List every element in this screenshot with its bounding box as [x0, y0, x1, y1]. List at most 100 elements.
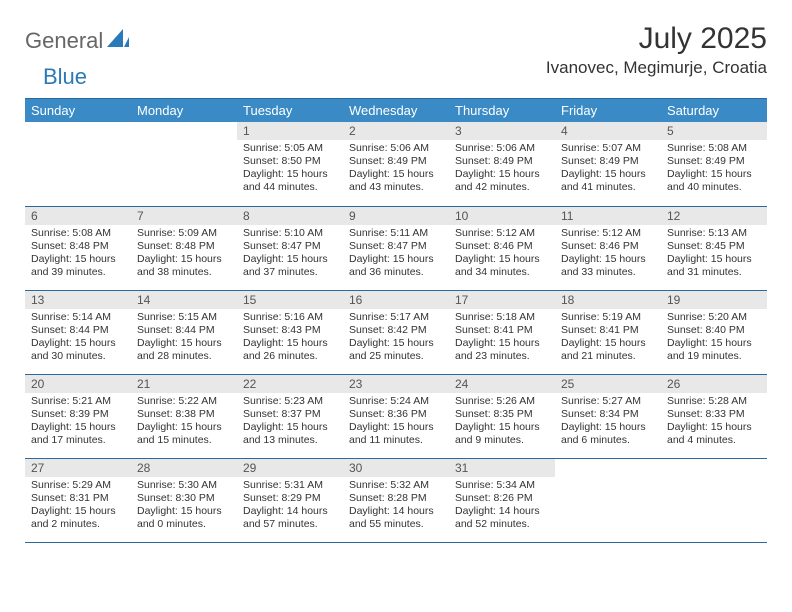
- day-number: 19: [661, 291, 767, 309]
- day-body: Sunrise: 5:14 AMSunset: 8:44 PMDaylight:…: [25, 309, 131, 368]
- day-number: 12: [661, 207, 767, 225]
- day-header: Monday: [131, 99, 237, 123]
- calendar-cell: 16Sunrise: 5:17 AMSunset: 8:42 PMDayligh…: [343, 290, 449, 374]
- calendar-cell: 9Sunrise: 5:11 AMSunset: 8:47 PMDaylight…: [343, 206, 449, 290]
- day-body: Sunrise: 5:15 AMSunset: 8:44 PMDaylight:…: [131, 309, 237, 368]
- day-number: 7: [131, 207, 237, 225]
- calendar-table: SundayMondayTuesdayWednesdayThursdayFrid…: [25, 98, 767, 543]
- day-body: Sunrise: 5:27 AMSunset: 8:34 PMDaylight:…: [555, 393, 661, 452]
- day-body: Sunrise: 5:26 AMSunset: 8:35 PMDaylight:…: [449, 393, 555, 452]
- day-body: Sunrise: 5:18 AMSunset: 8:41 PMDaylight:…: [449, 309, 555, 368]
- day-body: Sunrise: 5:16 AMSunset: 8:43 PMDaylight:…: [237, 309, 343, 368]
- day-number: 3: [449, 122, 555, 140]
- day-body: Sunrise: 5:12 AMSunset: 8:46 PMDaylight:…: [555, 225, 661, 284]
- day-body: Sunrise: 5:06 AMSunset: 8:49 PMDaylight:…: [449, 140, 555, 199]
- day-body: Sunrise: 5:13 AMSunset: 8:45 PMDaylight:…: [661, 225, 767, 284]
- day-body: Sunrise: 5:23 AMSunset: 8:37 PMDaylight:…: [237, 393, 343, 452]
- calendar-row: 27Sunrise: 5:29 AMSunset: 8:31 PMDayligh…: [25, 458, 767, 542]
- day-body: Sunrise: 5:06 AMSunset: 8:49 PMDaylight:…: [343, 140, 449, 199]
- calendar-cell: 7Sunrise: 5:09 AMSunset: 8:48 PMDaylight…: [131, 206, 237, 290]
- day-number: 22: [237, 375, 343, 393]
- day-header: Wednesday: [343, 99, 449, 123]
- day-number: 27: [25, 459, 131, 477]
- day-body: Sunrise: 5:29 AMSunset: 8:31 PMDaylight:…: [25, 477, 131, 536]
- calendar-cell: 29Sunrise: 5:31 AMSunset: 8:29 PMDayligh…: [237, 458, 343, 542]
- calendar-cell: 19Sunrise: 5:20 AMSunset: 8:40 PMDayligh…: [661, 290, 767, 374]
- calendar-cell: 30Sunrise: 5:32 AMSunset: 8:28 PMDayligh…: [343, 458, 449, 542]
- calendar-cell: 6Sunrise: 5:08 AMSunset: 8:48 PMDaylight…: [25, 206, 131, 290]
- calendar-row: 13Sunrise: 5:14 AMSunset: 8:44 PMDayligh…: [25, 290, 767, 374]
- calendar-row: 6Sunrise: 5:08 AMSunset: 8:48 PMDaylight…: [25, 206, 767, 290]
- calendar-cell: 13Sunrise: 5:14 AMSunset: 8:44 PMDayligh…: [25, 290, 131, 374]
- day-number: 24: [449, 375, 555, 393]
- day-header: Tuesday: [237, 99, 343, 123]
- calendar-cell: 11Sunrise: 5:12 AMSunset: 8:46 PMDayligh…: [555, 206, 661, 290]
- day-number: 15: [237, 291, 343, 309]
- day-number: 11: [555, 207, 661, 225]
- day-number: 1: [237, 122, 343, 140]
- calendar-body: 0x0x1Sunrise: 5:05 AMSunset: 8:50 PMDayl…: [25, 122, 767, 542]
- calendar-cell: 10Sunrise: 5:12 AMSunset: 8:46 PMDayligh…: [449, 206, 555, 290]
- day-body: Sunrise: 5:10 AMSunset: 8:47 PMDaylight:…: [237, 225, 343, 284]
- day-number: 18: [555, 291, 661, 309]
- calendar-cell: 28Sunrise: 5:30 AMSunset: 8:30 PMDayligh…: [131, 458, 237, 542]
- day-body: Sunrise: 5:11 AMSunset: 8:47 PMDaylight:…: [343, 225, 449, 284]
- day-body: Sunrise: 5:32 AMSunset: 8:28 PMDaylight:…: [343, 477, 449, 536]
- calendar-cell: 8Sunrise: 5:10 AMSunset: 8:47 PMDaylight…: [237, 206, 343, 290]
- calendar-cell: 12Sunrise: 5:13 AMSunset: 8:45 PMDayligh…: [661, 206, 767, 290]
- day-number: 26: [661, 375, 767, 393]
- day-header: Friday: [555, 99, 661, 123]
- day-body: Sunrise: 5:08 AMSunset: 8:48 PMDaylight:…: [25, 225, 131, 284]
- day-body: Sunrise: 5:34 AMSunset: 8:26 PMDaylight:…: [449, 477, 555, 536]
- day-number: 2: [343, 122, 449, 140]
- day-body: Sunrise: 5:12 AMSunset: 8:46 PMDaylight:…: [449, 225, 555, 284]
- day-number: 23: [343, 375, 449, 393]
- day-body: Sunrise: 5:05 AMSunset: 8:50 PMDaylight:…: [237, 140, 343, 199]
- day-body: Sunrise: 5:24 AMSunset: 8:36 PMDaylight:…: [343, 393, 449, 452]
- calendar-cell: 15Sunrise: 5:16 AMSunset: 8:43 PMDayligh…: [237, 290, 343, 374]
- day-body: Sunrise: 5:07 AMSunset: 8:49 PMDaylight:…: [555, 140, 661, 199]
- day-header: Sunday: [25, 99, 131, 123]
- calendar-cell: 21Sunrise: 5:22 AMSunset: 8:38 PMDayligh…: [131, 374, 237, 458]
- day-number: 17: [449, 291, 555, 309]
- day-body: Sunrise: 5:30 AMSunset: 8:30 PMDaylight:…: [131, 477, 237, 536]
- calendar-cell: 5Sunrise: 5:08 AMSunset: 8:49 PMDaylight…: [661, 122, 767, 206]
- logo: General: [25, 28, 131, 54]
- day-body: Sunrise: 5:28 AMSunset: 8:33 PMDaylight:…: [661, 393, 767, 452]
- title-block: July 2025 Ivanovec, Megimurje, Croatia: [546, 22, 767, 78]
- day-number: 4: [555, 122, 661, 140]
- day-number: 5: [661, 122, 767, 140]
- calendar-cell: 18Sunrise: 5:19 AMSunset: 8:41 PMDayligh…: [555, 290, 661, 374]
- day-body: Sunrise: 5:19 AMSunset: 8:41 PMDaylight:…: [555, 309, 661, 368]
- day-number: 9: [343, 207, 449, 225]
- calendar-cell: 14Sunrise: 5:15 AMSunset: 8:44 PMDayligh…: [131, 290, 237, 374]
- day-number: 6: [25, 207, 131, 225]
- day-number: 25: [555, 375, 661, 393]
- calendar-cell: 24Sunrise: 5:26 AMSunset: 8:35 PMDayligh…: [449, 374, 555, 458]
- day-body: Sunrise: 5:21 AMSunset: 8:39 PMDaylight:…: [25, 393, 131, 452]
- day-header: Saturday: [661, 99, 767, 123]
- day-number: 28: [131, 459, 237, 477]
- calendar-cell: 31Sunrise: 5:34 AMSunset: 8:26 PMDayligh…: [449, 458, 555, 542]
- calendar-cell: 17Sunrise: 5:18 AMSunset: 8:41 PMDayligh…: [449, 290, 555, 374]
- calendar-cell: 4Sunrise: 5:07 AMSunset: 8:49 PMDaylight…: [555, 122, 661, 206]
- location: Ivanovec, Megimurje, Croatia: [546, 58, 767, 78]
- day-number: 8: [237, 207, 343, 225]
- calendar-cell: 23Sunrise: 5:24 AMSunset: 8:36 PMDayligh…: [343, 374, 449, 458]
- calendar-row: 20Sunrise: 5:21 AMSunset: 8:39 PMDayligh…: [25, 374, 767, 458]
- calendar-cell: 25Sunrise: 5:27 AMSunset: 8:34 PMDayligh…: [555, 374, 661, 458]
- logo-text-blue: Blue: [43, 64, 87, 90]
- day-number: 30: [343, 459, 449, 477]
- day-body: Sunrise: 5:17 AMSunset: 8:42 PMDaylight:…: [343, 309, 449, 368]
- calendar-cell: 26Sunrise: 5:28 AMSunset: 8:33 PMDayligh…: [661, 374, 767, 458]
- logo-text-general: General: [25, 28, 103, 54]
- day-number: 14: [131, 291, 237, 309]
- calendar-cell: 2Sunrise: 5:06 AMSunset: 8:49 PMDaylight…: [343, 122, 449, 206]
- day-number: 10: [449, 207, 555, 225]
- day-number: 20: [25, 375, 131, 393]
- day-number: 13: [25, 291, 131, 309]
- day-body: Sunrise: 5:22 AMSunset: 8:38 PMDaylight:…: [131, 393, 237, 452]
- calendar-cell: 20Sunrise: 5:21 AMSunset: 8:39 PMDayligh…: [25, 374, 131, 458]
- day-body: Sunrise: 5:08 AMSunset: 8:49 PMDaylight:…: [661, 140, 767, 199]
- day-body: Sunrise: 5:31 AMSunset: 8:29 PMDaylight:…: [237, 477, 343, 536]
